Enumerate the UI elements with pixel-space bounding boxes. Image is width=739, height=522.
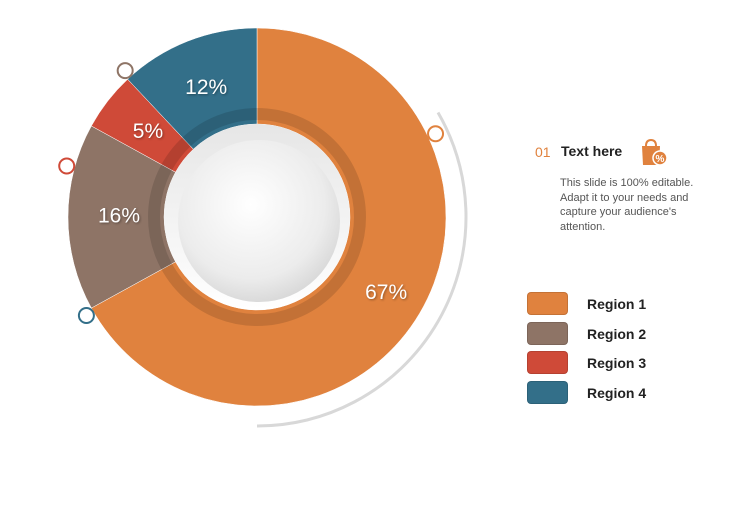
inner-shadow-ring (148, 108, 366, 326)
marker-circle (116, 62, 134, 80)
slice-label: 5% (133, 120, 163, 143)
slice-label: 12% (185, 76, 227, 99)
marker-circle (77, 307, 95, 324)
info-body: This slide is 100% editable. Adapt it to… (560, 177, 694, 233)
legend-label: Region 2 (587, 326, 647, 342)
legend-swatch (527, 381, 568, 404)
donut-chart: 67% 16% 5% 12% (58, 27, 468, 428)
marker-circle (58, 157, 76, 175)
legend-item: Region 4 (527, 381, 727, 405)
legend-item: Region 3 (527, 351, 727, 375)
center-disc (178, 140, 340, 302)
outer-arc-line (256, 111, 468, 428)
legend-swatch (527, 292, 568, 315)
legend-item: Region 2 (527, 322, 727, 346)
slice-label: 67% (365, 281, 407, 304)
marker-circle (427, 125, 445, 143)
legend-swatch (527, 351, 568, 374)
slice-label: 16% (98, 205, 140, 228)
svg-text:%: % (656, 154, 665, 165)
donut-center (164, 124, 350, 310)
legend-item: Region 1 (527, 292, 727, 316)
shopping-bag-percent-icon: % (638, 137, 668, 172)
shadow-ring (148, 108, 366, 326)
info-title: Text here (561, 143, 623, 159)
info-number: 01 (535, 144, 551, 160)
legend-label: Region 4 (587, 385, 647, 401)
legend-label: Region 3 (587, 355, 647, 371)
outer-decor-arc (256, 111, 468, 428)
legend-swatch (527, 322, 568, 345)
legend-label: Region 1 (587, 296, 647, 312)
